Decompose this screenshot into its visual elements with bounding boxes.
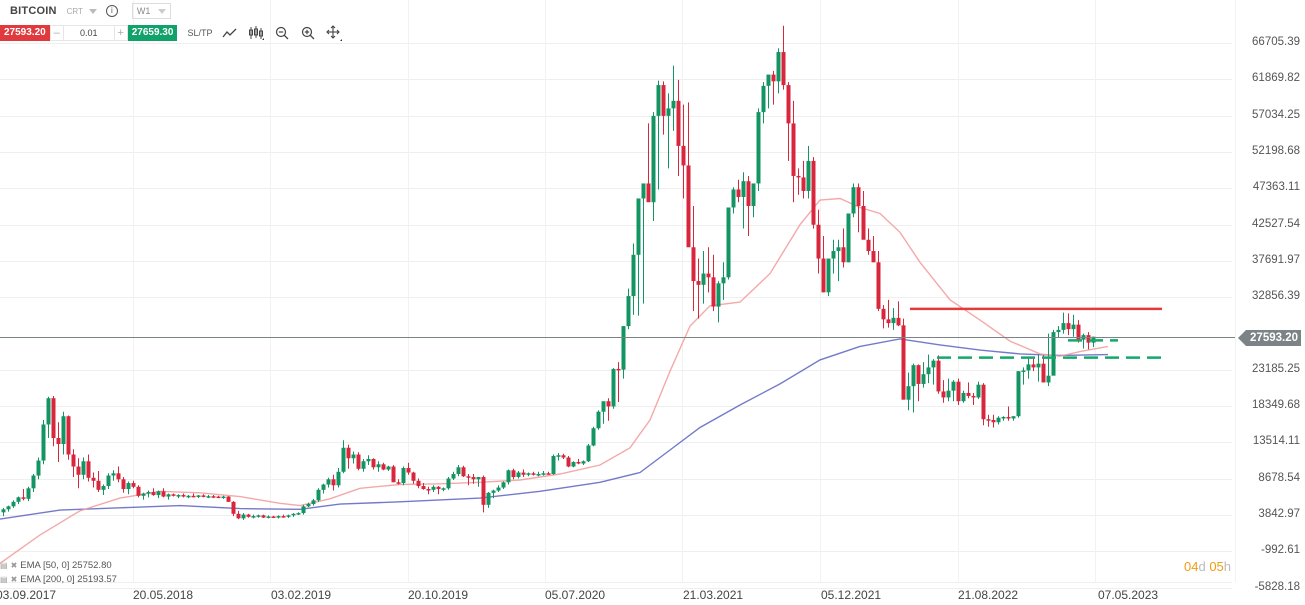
settings-icon[interactable]: ▤ (0, 561, 8, 570)
price-tick-label: 47363.11 (1252, 181, 1300, 194)
symbol-header: BITCOIN CRT i W1 (0, 0, 340, 22)
sltp-button[interactable]: SL/TP (187, 27, 213, 38)
date-tick-label: 03.09.2017 (0, 588, 57, 602)
timeframe-select[interactable]: W1 (131, 3, 172, 19)
indicator-label: EMA [200, 0] 25193.57 (20, 574, 117, 585)
price-tick-label: 23185.25 (1252, 362, 1300, 375)
price-tick-label: 13514.11 (1252, 435, 1300, 448)
close-icon[interactable]: ✖ (10, 561, 18, 570)
grid-lines (0, 0, 1236, 589)
symbol-name[interactable]: BITCOIN (10, 5, 57, 17)
indicator-legend-ema50[interactable]: ▤ ✖ EMA [50, 0] 25752.80 (0, 560, 112, 571)
candlesticks (1, 25, 1096, 520)
quantity-input[interactable]: 0.01 (63, 24, 114, 41)
increase-quantity-button[interactable]: + (113, 24, 128, 41)
indicator-label: EMA [50, 0] 25752.80 (20, 560, 112, 571)
date-tick-label: 20.05.2018 (133, 588, 194, 602)
price-tick-label: 18349.68 (1252, 399, 1300, 412)
date-tick-label: 05.12.2021 (821, 588, 882, 602)
price-tick-label: 32856.39 (1252, 290, 1300, 303)
settings-icon[interactable]: ▤ (0, 575, 8, 584)
price-tick-label: 52198.68 (1252, 144, 1300, 157)
zoom-in-icon[interactable] (300, 25, 316, 41)
sell-button[interactable]: 27593.20 (0, 24, 50, 41)
price-tick-label: 61869.82 (1252, 72, 1300, 85)
price-tick-label: 42527.54 (1252, 217, 1300, 230)
date-tick-label: 07.05.2023 (1098, 588, 1159, 602)
info-icon[interactable]: i (105, 5, 118, 17)
price-tick-label: -992.61 (1260, 544, 1300, 557)
close-icon[interactable]: ✖ (10, 575, 18, 584)
price-tick-label: 37691.97 (1252, 253, 1300, 266)
date-tick-label: 21.08.2022 (958, 588, 1019, 602)
candlestick-icon[interactable] (248, 25, 265, 41)
zoom-out-icon[interactable] (274, 25, 290, 41)
ema-50-line (0, 197, 1109, 564)
ema-200-line (0, 338, 1109, 520)
trade-bar: 27593.20 – 0.01 + 27659.30 SL/TP (0, 24, 343, 41)
date-tick-label: 20.10.2019 (408, 588, 469, 602)
date-tick-label: 21.03.2021 (683, 588, 744, 602)
price-tick-label: 57034.25 (1252, 108, 1300, 121)
current-price-tag: 27593.20 (1238, 329, 1301, 346)
drawn-horizontal-lines[interactable] (910, 307, 1162, 359)
decrease-quantity-button[interactable]: – (49, 24, 64, 41)
date-tick-label: 05.07.2020 (545, 588, 606, 602)
indicator-legend-ema200[interactable]: ▤ ✖ EMA [200, 0] 25193.57 (0, 574, 117, 585)
price-tick-label: 3842.97 (1258, 508, 1300, 520)
candle-countdown: 04d 05h (1184, 559, 1232, 574)
chevron-down-icon (158, 8, 167, 14)
line-chart-icon[interactable] (222, 25, 238, 41)
chevron-down-icon[interactable] (88, 8, 97, 14)
price-tick-label: 8678.54 (1258, 471, 1300, 484)
price-tick-label: 66705.39 (1252, 36, 1300, 48)
price-tick-label: -5828.18 (1254, 580, 1300, 593)
instrument-type[interactable]: CRT (66, 6, 83, 16)
timeframe-value: W1 (136, 6, 151, 16)
buy-button[interactable]: 27659.30 (127, 24, 178, 41)
date-tick-label: 03.02.2019 (271, 588, 332, 602)
pan-icon[interactable] (326, 24, 343, 41)
